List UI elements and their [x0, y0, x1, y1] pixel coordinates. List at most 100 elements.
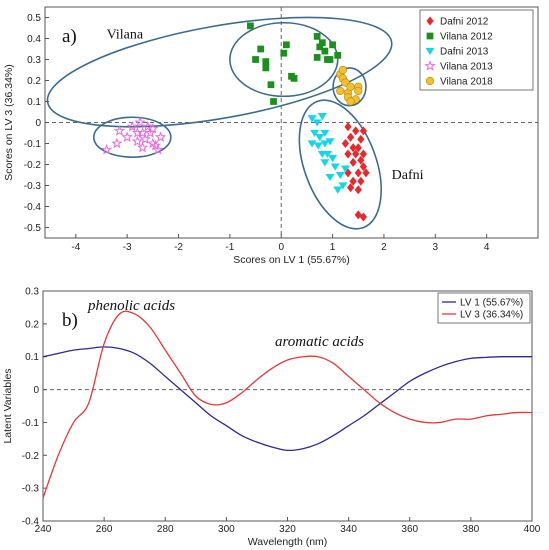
legend-label-dafni-2012: Dafni 2012: [440, 17, 489, 28]
point-vilana-2013: [136, 141, 149, 153]
point-dafni-2012: [341, 139, 350, 148]
point-dafni-2012: [344, 168, 352, 178]
y-tick-label: 0.3: [27, 55, 41, 66]
point-vilana-2018: [346, 97, 355, 106]
x-tick-label: 260: [96, 524, 113, 535]
point-dafni-2012: [354, 143, 362, 153]
panel-label-a: a): [62, 26, 77, 47]
x-tick-label: 240: [35, 524, 52, 535]
legend-marker-dafni-2013: [425, 47, 435, 56]
legend-label-vilana-2018: Vilana 2018: [440, 77, 493, 88]
point-dafni-2012: [359, 212, 367, 222]
x-tick-label: 2: [381, 242, 387, 253]
x-tick-label: 380: [463, 524, 480, 535]
point-dafni-2012: [362, 168, 370, 178]
y-tick-label: 0.1: [25, 352, 39, 363]
point-vilana-2018: [354, 86, 363, 96]
point-vilana-2012: [326, 56, 334, 63]
y-tick-label: 0.1: [27, 97, 41, 108]
y-tick-label: -0.5: [24, 223, 42, 234]
x-tick-label: 360: [401, 524, 418, 535]
x-tick-label: 400: [524, 524, 541, 535]
y-tick-label: -0.2: [22, 451, 40, 462]
series-line-lv-3-36-34: [42, 310, 533, 499]
x-tick-label: 1: [330, 242, 336, 253]
point-dafni-2012: [357, 176, 365, 186]
point-dafni-2012: [346, 183, 355, 193]
point-dafni-2013: [320, 140, 330, 148]
point-dafni-2013: [325, 138, 335, 146]
point-dafni-2013: [340, 165, 350, 173]
point-dafni-2012: [354, 185, 362, 195]
y-tick-label: 0: [33, 385, 39, 396]
legend-label-lv-1-55-67: LV 1 (55.67%): [460, 298, 523, 309]
group-ellipses: [46, 16, 393, 230]
point-dafni-2012: [349, 176, 357, 186]
point-vilana-2013: [142, 120, 154, 132]
point-dafni-2013: [320, 159, 330, 167]
y-tick-label: -0.4: [22, 517, 40, 528]
point-vilana-2013: [113, 124, 126, 136]
series-line-lv-1-55-67: [42, 346, 532, 452]
y-tick-label: -0.1: [24, 139, 42, 150]
y-tick-label: 0.3: [25, 287, 39, 298]
point-vilana-2012: [329, 41, 336, 49]
legend-box: [419, 9, 534, 91]
x-tick-label: 320: [279, 524, 296, 535]
point-vilana-2012: [252, 56, 259, 63]
group-ellipse: [332, 67, 367, 107]
x-tick-label: 0: [278, 242, 284, 253]
legend-label-lv-3-36-34: LV 3 (36.34%): [460, 310, 523, 321]
loadings-plot-frame: [42, 290, 533, 522]
y-tick-label: 0.2: [27, 76, 41, 87]
annotation-phenolic-acids: phenolic acids: [87, 298, 175, 314]
point-dafni-2012: [352, 149, 360, 159]
point-dafni-2012: [346, 132, 355, 142]
legend-label-vilana-2012: Vilana 2012: [440, 32, 493, 43]
point-dafni-2013: [320, 129, 330, 138]
point-dafni-2012: [354, 210, 362, 220]
point-dafni-2013: [333, 186, 343, 194]
y-tick-label: -0.4: [24, 202, 42, 213]
legend-marker-vilana-2018: [425, 76, 435, 86]
point-vilana-2012: [321, 47, 329, 55]
point-vilana-2012: [270, 98, 277, 105]
annotation-vilana: Vilana: [107, 28, 144, 43]
y-tick-label: -0.3: [22, 484, 40, 495]
x-tick-label: -1: [225, 242, 234, 253]
point-dafni-2013: [312, 119, 322, 127]
point-dafni-2013: [335, 171, 345, 180]
scores-legend: Dafni 2012 Vilana 2012 Dafni 2013 Vilana 20…: [419, 9, 534, 91]
point-vilana-2013: [152, 143, 164, 155]
point-dafni-2013: [338, 182, 348, 190]
point-vilana-2012: [282, 41, 290, 49]
x-tick-label: -3: [123, 242, 132, 253]
legend-label-dafni-2013: Dafni 2013: [440, 47, 489, 58]
legend-marker-dafni-2012: [426, 16, 434, 26]
point-dafni-2013: [317, 113, 327, 121]
point-dafni-2012: [349, 143, 357, 153]
point-dafni-2013: [307, 140, 317, 148]
point-vilana-2018: [336, 86, 345, 96]
point-dafni-2012: [349, 157, 357, 167]
panel-label-b: b): [62, 310, 78, 331]
point-dafni-2012: [357, 134, 365, 144]
point-vilana-2012: [280, 49, 288, 57]
point-vilana-2012: [318, 39, 326, 47]
point-vilana-2013: [149, 139, 162, 151]
point-dafni-2013: [322, 150, 332, 159]
point-dafni-2012: [359, 126, 367, 136]
annotation-aromatic-acids: aromatic acids: [275, 334, 364, 350]
point-vilana-2013: [131, 135, 144, 147]
x-tick-label: 4: [484, 242, 490, 253]
point-vilana-2012: [267, 81, 275, 89]
legend-box: [437, 292, 531, 324]
y-tick-label: 0.5: [27, 13, 41, 24]
legend-marker-vilana-2013: [424, 60, 436, 71]
loadings-legend: LV 1 (55.67%)LV 3 (36.34%): [437, 292, 531, 324]
legend-label-vilana-2013: Vilana 2013: [440, 62, 493, 73]
point-dafni-2012: [344, 122, 352, 132]
group-ellipse: [298, 99, 382, 230]
point-dafni-2012: [359, 162, 367, 172]
